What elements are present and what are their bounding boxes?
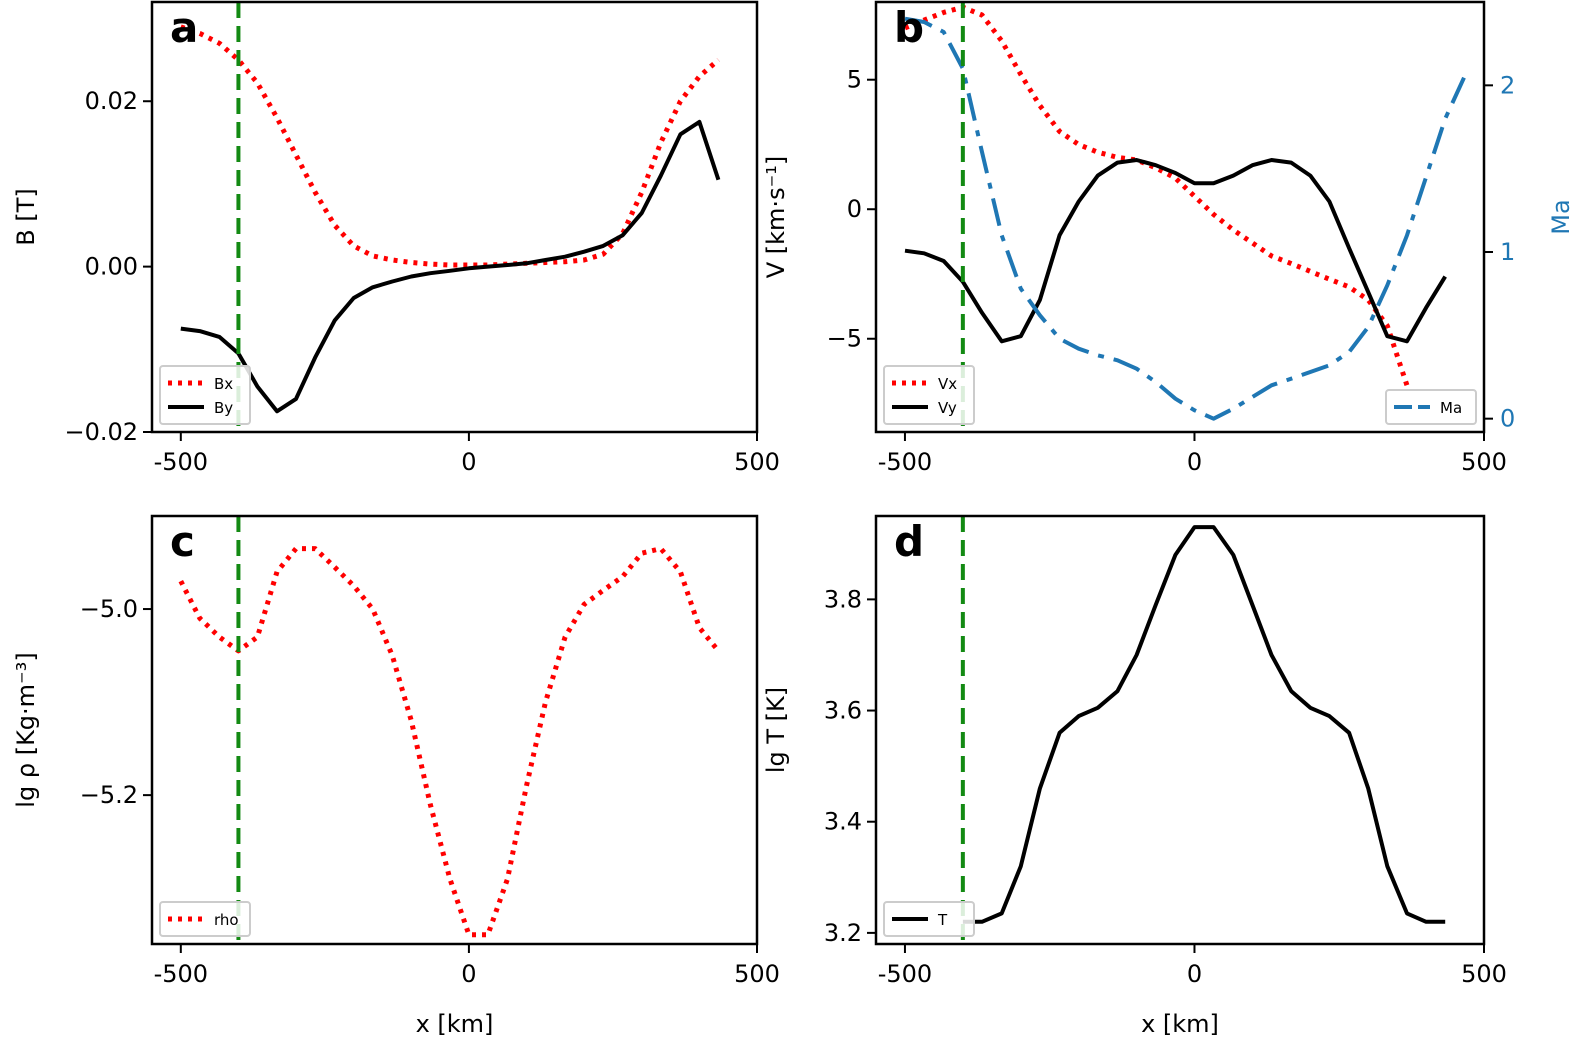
legend-right: Ma — [1385, 389, 1477, 425]
x-tick-label: -500 — [154, 448, 208, 476]
panel-d: -500 0 500 3.2 3.4 3.6 3.8 lg T [K] x [km] d T — [762, 514, 1507, 1038]
x-tick-label: 0 — [1187, 960, 1202, 988]
x-tick-label: 500 — [734, 448, 780, 476]
x-tick-label: -500 — [154, 960, 208, 988]
y-right-tick-label: 2 — [1500, 71, 1515, 99]
legend-box — [1385, 389, 1477, 425]
series-line-T — [962, 525, 1446, 924]
series-line-Vx — [904, 4, 1410, 387]
x-tick-label: -500 — [878, 448, 932, 476]
panel-c-frame — [150, 514, 759, 946]
y-tick-label: 0.02 — [85, 87, 138, 115]
x-tick-label: 500 — [734, 960, 780, 988]
panel-letter: a — [170, 3, 198, 52]
legend-label-Ma: Ma — [1440, 399, 1462, 417]
legend-box — [883, 901, 975, 937]
legend: T — [883, 901, 975, 937]
y-right-tick-label: 0 — [1500, 405, 1515, 433]
panel-a-frame — [150, 0, 759, 434]
panel-c-plot-area — [178, 516, 721, 944]
y-tick-label: 5 — [847, 66, 862, 94]
y-tick-label: 3.4 — [824, 808, 862, 836]
legend-label-Vy: Vy — [938, 399, 957, 417]
legend-label-Vx: Vx — [938, 375, 957, 393]
y-tick-label: −5.0 — [80, 595, 138, 623]
panel-b-frame — [874, 0, 1486, 434]
legend: Bx By — [159, 365, 251, 425]
legend-box — [883, 365, 975, 425]
x-axis-label: x [km] — [416, 1010, 494, 1038]
y-axis-label: lg ρ [Kg·m⁻³] — [12, 652, 40, 807]
y-right-tick-label: 1 — [1500, 238, 1515, 266]
legend-label-Bx: Bx — [214, 375, 233, 393]
y-axis-label: lg T [K] — [762, 687, 790, 773]
legend: rho — [159, 901, 251, 937]
panel-c: -500 0 500 −5.2 −5.0 lg ρ [Kg·m⁻³] x [km] c rho — [12, 514, 780, 1038]
y-tick-label: 3.6 — [824, 697, 862, 725]
panel-b: -500 0 500 −5 0 5 0 1 2 V [km·s⁻¹] Ma b Vx Vy Ma — [762, 0, 1575, 476]
y-tick-label: −5 — [827, 325, 862, 353]
y-tick-label: 3.2 — [824, 919, 862, 947]
x-tick-label: 0 — [461, 960, 476, 988]
x-tick-label: 0 — [461, 448, 476, 476]
x-tick-label: 500 — [1461, 448, 1507, 476]
legend-box — [159, 365, 251, 425]
y-tick-label: −5.2 — [80, 781, 138, 809]
y-right-axis-label: Ma — [1547, 199, 1575, 234]
panel-d-frame — [874, 514, 1486, 946]
y-tick-label: 0.00 — [85, 253, 138, 281]
legend-box — [159, 901, 251, 937]
y-axis-label: V [km·s⁻¹] — [762, 156, 790, 278]
legend-label-T: T — [937, 911, 948, 929]
panel-d-plot-area — [960, 516, 1446, 944]
x-axis-label: x [km] — [1141, 1010, 1219, 1038]
panel-letter: b — [894, 3, 924, 52]
series-line-Vy — [904, 158, 1447, 344]
legend-label-By: By — [214, 399, 233, 417]
x-tick-label: 0 — [1187, 448, 1202, 476]
y-axis-label: B [T] — [12, 188, 40, 245]
y-tick-label: −0.02 — [64, 418, 138, 446]
series-line-Ma — [904, 16, 1467, 421]
panel-a: -500 0 500 −0.02 0.00 0.02 B [T] a Bx By — [12, 0, 780, 476]
x-tick-label: 500 — [1461, 960, 1507, 988]
series-line-By — [180, 119, 721, 414]
series-line-Bx — [179, 24, 721, 268]
series-line-rho — [178, 546, 721, 938]
legend: Vx Vy — [883, 365, 975, 425]
y-tick-label: 0 — [847, 195, 862, 223]
panel-b-plot-area — [904, 2, 1467, 432]
y-tick-label: 3.8 — [824, 585, 862, 613]
legend-label-rho: rho — [214, 911, 239, 929]
panel-a-plot-area — [179, 2, 721, 432]
panel-letter: d — [894, 517, 924, 566]
x-tick-label: -500 — [878, 960, 932, 988]
panel-letter: c — [170, 517, 195, 566]
